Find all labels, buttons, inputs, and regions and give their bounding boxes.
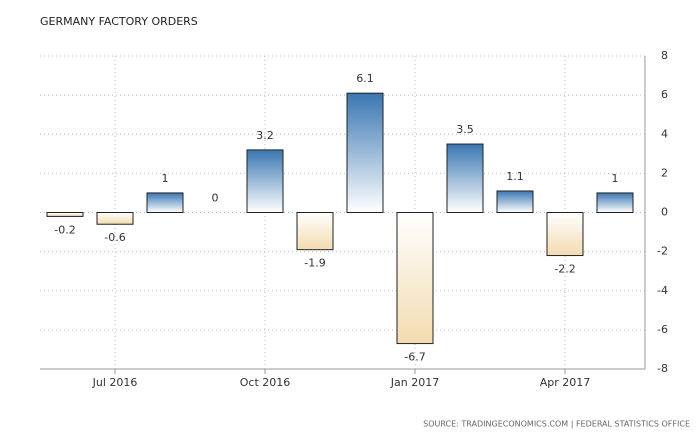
y-tick-label: -8 bbox=[657, 362, 668, 375]
y-tick-label: -4 bbox=[657, 284, 668, 297]
value-label: 3.2 bbox=[256, 129, 274, 142]
x-tick-label: Jul 2016 bbox=[92, 376, 138, 389]
value-label: -2.2 bbox=[554, 263, 575, 276]
bar bbox=[346, 92, 384, 213]
bar bbox=[496, 190, 534, 213]
bar bbox=[396, 212, 434, 345]
value-label: 3.5 bbox=[456, 123, 474, 136]
bar bbox=[446, 143, 484, 213]
value-label: 1 bbox=[162, 172, 169, 185]
bar bbox=[546, 212, 584, 257]
y-tick-label: 6 bbox=[661, 88, 668, 101]
x-tick-label: Oct 2016 bbox=[240, 376, 291, 389]
value-label: 1.1 bbox=[506, 170, 524, 183]
y-tick-label: -6 bbox=[657, 323, 668, 336]
x-tick-label: Apr 2017 bbox=[540, 376, 591, 389]
y-tick-label: 4 bbox=[661, 127, 668, 140]
bar bbox=[296, 212, 334, 251]
value-label: -0.2 bbox=[54, 223, 75, 236]
y-tick-label: 2 bbox=[661, 166, 668, 179]
source: SOURCE: TRADINGECONOMICS.COM | FEDERAL S… bbox=[423, 420, 690, 429]
bar bbox=[146, 192, 184, 213]
x-tick-label: Jan 2017 bbox=[390, 376, 439, 389]
y-tick-label: 8 bbox=[661, 49, 668, 62]
y-tick-label: -2 bbox=[657, 245, 668, 258]
value-label: -1.9 bbox=[304, 257, 325, 270]
bar bbox=[596, 192, 634, 213]
value-label: -0.6 bbox=[104, 231, 125, 244]
bar bbox=[46, 212, 84, 217]
value-label: 6.1 bbox=[356, 72, 374, 85]
value-label: -6.7 bbox=[404, 351, 425, 364]
y-tick-label: 0 bbox=[661, 206, 668, 219]
chart-title: GERMANY FACTORY ORDERS bbox=[40, 15, 198, 28]
bar bbox=[96, 212, 134, 225]
bar bbox=[246, 149, 284, 213]
value-label: 0 bbox=[212, 192, 219, 205]
value-label: 1 bbox=[612, 172, 619, 185]
